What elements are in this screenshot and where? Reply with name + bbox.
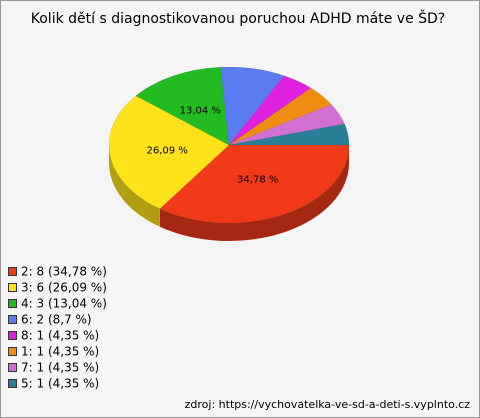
slice: [228, 123, 350, 146]
slice: [159, 144, 350, 224]
legend-label: 1: 1 (4,35 %): [21, 345, 99, 359]
source: zdroj: https://vychovatelka-ve-sd-a-deti…: [185, 398, 471, 411]
legend-label: 6: 2 (8,7 %): [21, 313, 92, 327]
slice: [220, 66, 285, 146]
legend-label: 3: 6 (26,09 %): [21, 281, 107, 295]
legend-label: 2: 8 (34,78 %): [21, 265, 107, 279]
legend-label: 8: 1 (4,35 %): [21, 329, 99, 343]
legend-swatch: [8, 283, 17, 292]
slice: [228, 104, 345, 146]
legend-swatch: [8, 315, 17, 324]
legend-swatch: [8, 299, 17, 308]
data-label: 26,09 %: [147, 145, 188, 156]
slice: [135, 66, 230, 146]
legend-swatch: [8, 363, 17, 372]
chart-title: Kolik dětí s diagnostikovanou poruchou A…: [31, 9, 445, 27]
side-shade: [159, 145, 349, 241]
data-label: 13,04 %: [180, 105, 221, 116]
slice-side: [109, 145, 160, 227]
legend-label: 4: 3 (13,04 %): [21, 297, 107, 311]
data-label: 34,78 %: [237, 175, 278, 186]
slice: [108, 95, 230, 210]
legend-label: 5: 1 (4,35 %): [21, 377, 99, 391]
legend-label: 7: 1 (4,35 %): [21, 361, 99, 375]
slice: [228, 75, 312, 146]
legend-swatch: [8, 331, 17, 340]
legend-swatch: [8, 347, 17, 356]
side-shade: [109, 145, 160, 227]
slice-side: [159, 145, 349, 241]
slice: [228, 87, 332, 146]
legend-swatch: [8, 379, 17, 388]
legend-swatch: [8, 267, 17, 276]
